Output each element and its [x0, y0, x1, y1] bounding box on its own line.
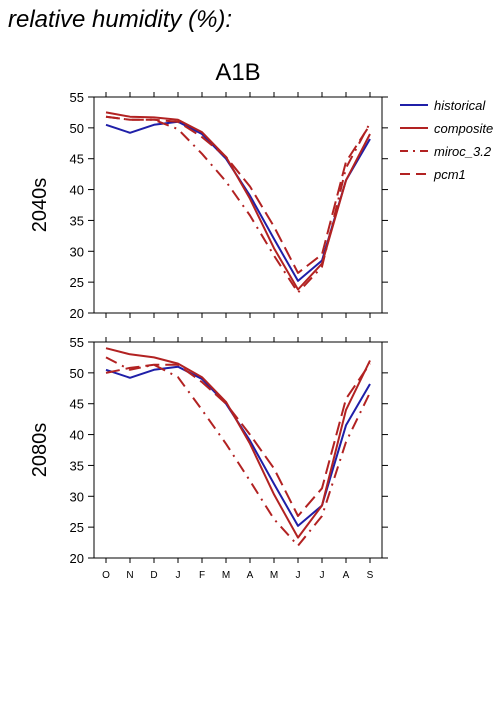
scenario-title: A1B: [215, 59, 260, 86]
y-tick-label: 20: [70, 306, 84, 321]
y-tick-label: 35: [70, 458, 84, 473]
x-tick-label: A: [247, 570, 254, 581]
series-line-composite: [105, 111, 371, 291]
legend-label: pcm1: [433, 167, 466, 182]
x-tick-label: M: [270, 570, 278, 581]
y-tick-label: 40: [70, 428, 84, 443]
x-tick-label: D: [150, 570, 157, 581]
y-tick-label: 50: [70, 121, 84, 136]
x-tick-label: J: [176, 570, 181, 581]
panel-2040s: 20 25 30 35 40 45 50 55 2040s: [29, 90, 388, 321]
y-tick-label: 25: [70, 520, 84, 535]
series-line-pcm1: [105, 115, 371, 274]
y-axis-label: 2040s: [29, 178, 51, 233]
y-tick-label: 30: [70, 489, 84, 504]
x-tick-label: A: [343, 570, 350, 581]
series-line-miroc-3-2: [105, 356, 371, 547]
legend-label: historical: [434, 98, 486, 113]
x-tick-label: F: [199, 570, 205, 581]
series-line-historical: [105, 365, 371, 527]
series-line-historical: [105, 120, 371, 282]
x-tick-label: J: [320, 570, 325, 581]
plot-frame: [93, 341, 383, 559]
y-tick-label: 30: [70, 244, 84, 259]
legend: historical composite miroc_3.2 pcm1: [400, 98, 493, 182]
y-tick-label: 50: [70, 366, 84, 381]
x-tick-label: S: [367, 570, 374, 581]
x-tick-label: J: [296, 570, 301, 581]
x-tick-label: O: [102, 570, 110, 581]
y-tick-label: 55: [70, 335, 84, 350]
figure-title: relative humidity (%):: [8, 6, 232, 33]
legend-label: miroc_3.2: [434, 144, 492, 159]
y-axis-label: 2080s: [29, 423, 51, 478]
legend-item: composite: [400, 121, 493, 136]
panels: 20 25 30 35 40 45 50 55 2040s 20 25 30 35 40 45 50 55 O N D…: [29, 90, 388, 581]
panel-2080s: 20 25 30 35 40 45 50 55 O N D J F M A M J J A S 2080s: [29, 335, 388, 581]
series-line-pcm1: [105, 363, 371, 517]
series-line-miroc-3-2: [105, 115, 371, 294]
y-tick-label: 20: [70, 551, 84, 566]
y-tick-label: 45: [70, 152, 84, 167]
series-line-composite: [105, 347, 371, 539]
y-tick-label: 45: [70, 397, 84, 412]
y-tick-label: 25: [70, 275, 84, 290]
plot-frame: [93, 96, 383, 314]
x-tick-label: N: [126, 570, 133, 581]
legend-item: pcm1: [400, 167, 466, 182]
y-tick-label: 55: [70, 90, 84, 105]
x-tick-label: M: [222, 570, 230, 581]
legend-item: historical: [400, 98, 486, 113]
legend-label: composite: [434, 121, 493, 136]
y-tick-label: 35: [70, 213, 84, 228]
legend-item: miroc_3.2: [400, 144, 492, 159]
y-tick-label: 40: [70, 183, 84, 198]
